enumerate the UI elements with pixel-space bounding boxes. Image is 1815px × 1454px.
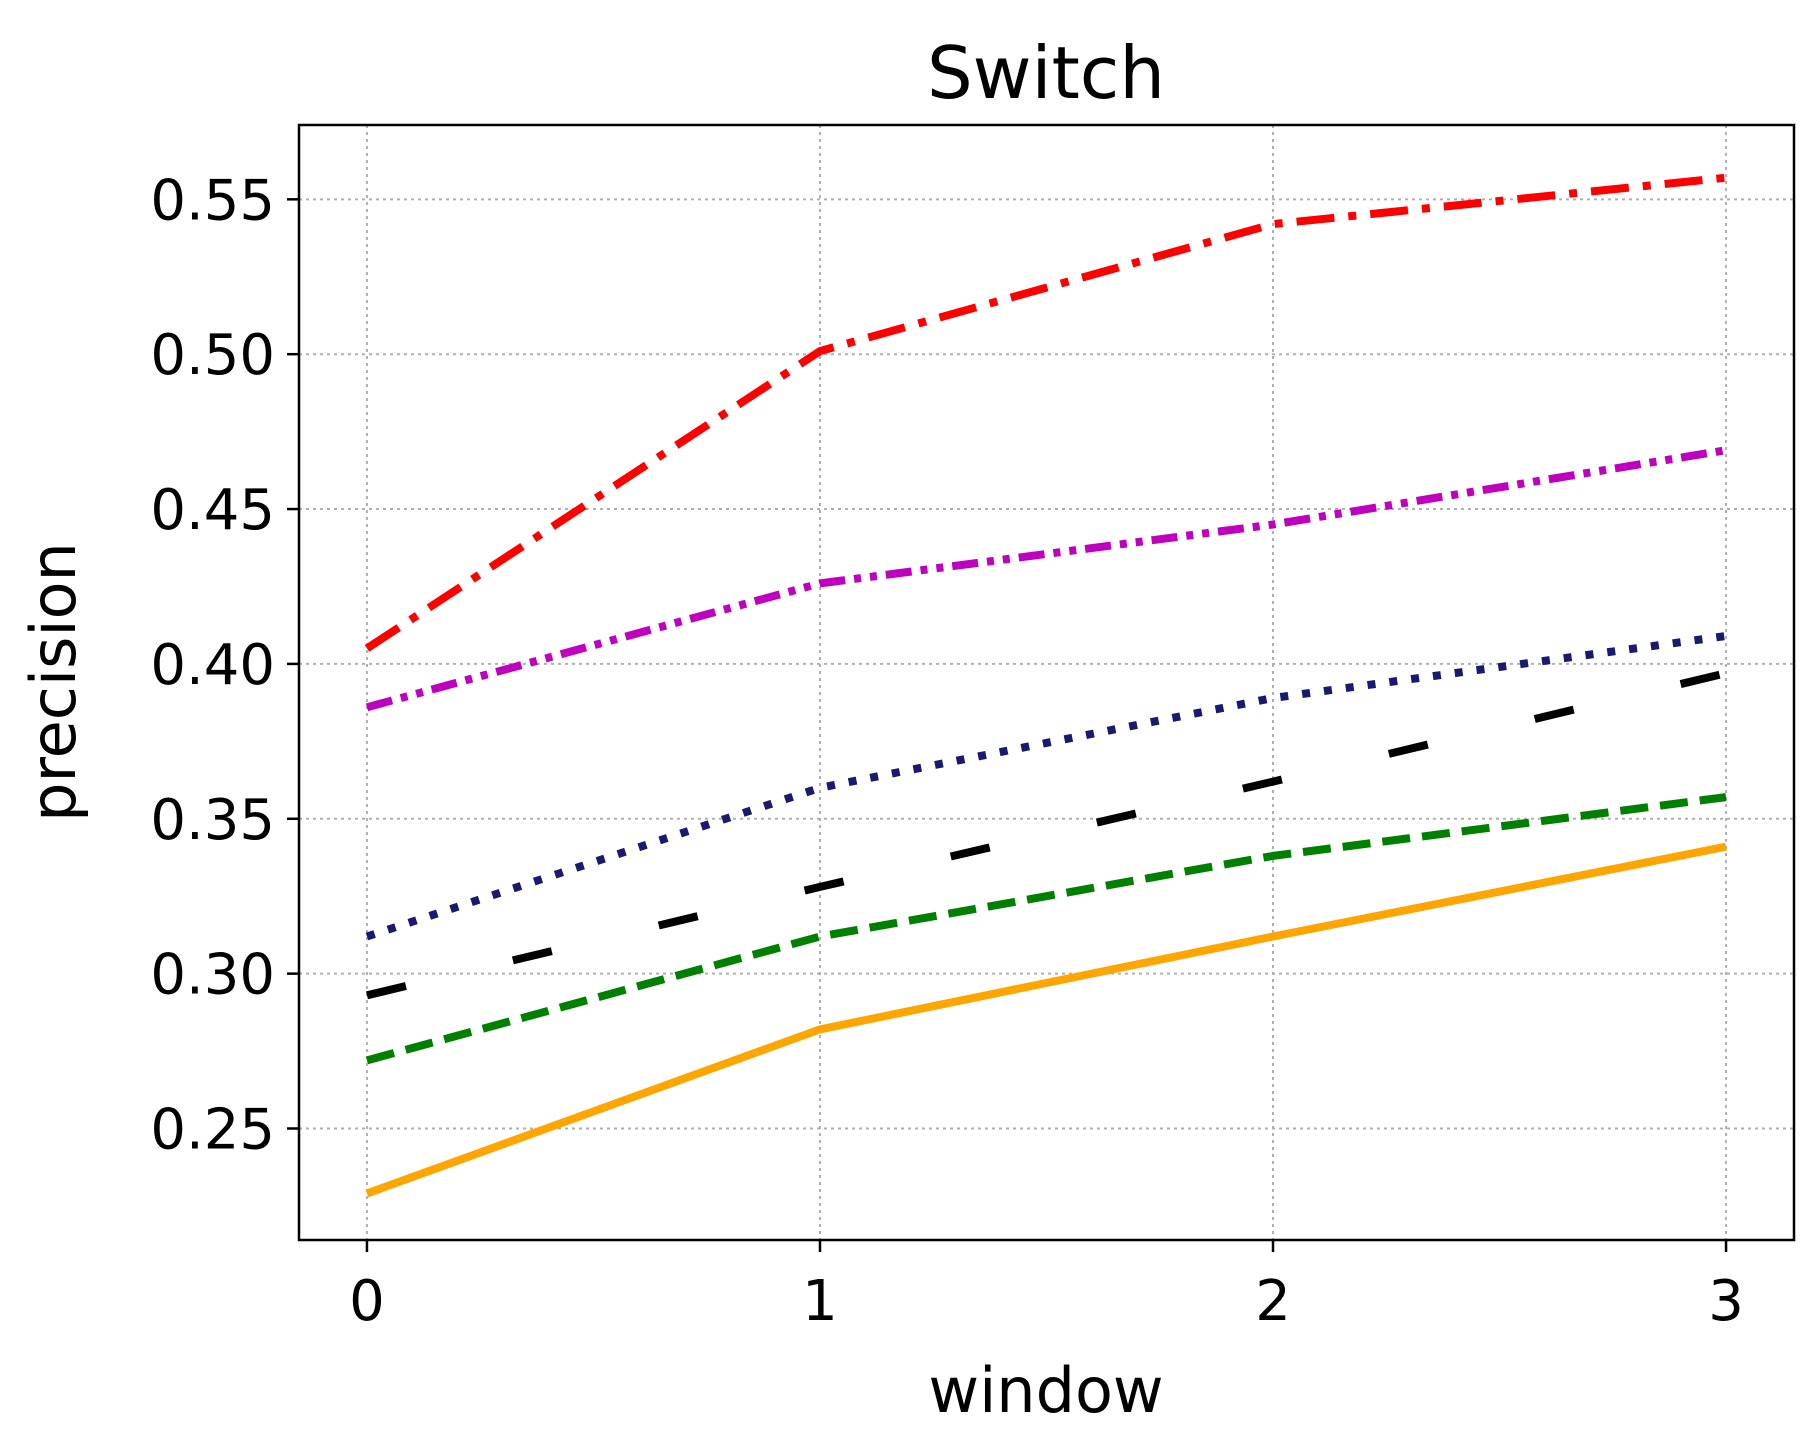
series-line-2 <box>365 446 1727 712</box>
y-tick-label: 0.55 <box>150 168 275 233</box>
y-tick-label: 0.45 <box>150 478 275 543</box>
x-tick-label: 3 <box>1708 1269 1744 1334</box>
series-lines <box>364 173 1727 1198</box>
y-tick-label: 0.40 <box>150 633 275 698</box>
series-line-5 <box>365 793 1727 1065</box>
series-line-3 <box>365 632 1727 941</box>
x-tick-label: 0 <box>349 1269 385 1334</box>
x-tick-label: 1 <box>802 1269 838 1334</box>
y-axis-label: precision <box>17 542 90 822</box>
y-tick-label: 0.25 <box>150 1098 275 1163</box>
axis-ticks: 0 1 2 3 0.25 0.30 0.35 0.40 0.45 0.50 0.55 <box>150 168 1744 1334</box>
plot-frame <box>297 123 1796 1242</box>
y-tick-label: 0.30 <box>150 943 275 1008</box>
chart-title: Switch <box>927 31 1165 115</box>
y-tick-label: 0.50 <box>150 323 275 388</box>
series-line-1 <box>364 173 1727 652</box>
x-tick-label: 2 <box>1255 1269 1291 1334</box>
series-line-6 <box>365 842 1727 1198</box>
y-tick-label: 0.35 <box>150 788 275 853</box>
x-axis-label: window <box>928 1354 1163 1427</box>
